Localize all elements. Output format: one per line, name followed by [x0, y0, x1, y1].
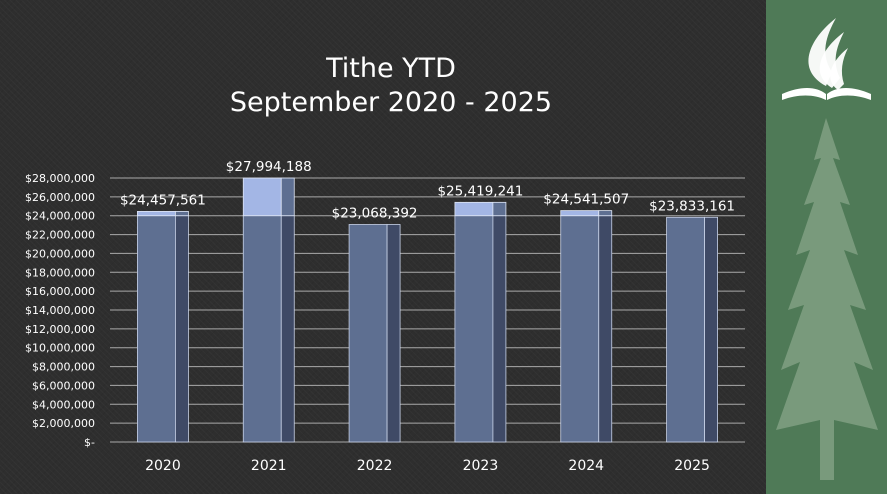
- y-tick-label: $12,000,000: [25, 323, 95, 336]
- bars: [137, 177, 718, 443]
- x-tick-label: 2023: [463, 458, 499, 474]
- bar: [560, 210, 613, 443]
- data-labels: $24,457,561 $27,994,188 $23,068,392 $25,419…: [120, 159, 735, 221]
- data-label: $23,068,392: [332, 205, 418, 221]
- bar-side: [386, 224, 401, 443]
- y-tick-label: $10,000,000: [25, 342, 95, 355]
- data-label: $25,419,241: [437, 183, 523, 199]
- bar-chart: $- $2,000,000 $4,000,000 $6,000,000 $8,000,0…: [25, 159, 745, 474]
- y-tick-label: $22,000,000: [25, 229, 95, 242]
- bar-top-highlight: [560, 210, 600, 217]
- data-label: $24,457,561: [120, 192, 206, 208]
- gridlines: [110, 177, 745, 443]
- data-label: $24,541,507: [543, 192, 629, 208]
- x-tick-label: 2022: [357, 458, 393, 474]
- y-tick-label: $28,000,000: [25, 172, 95, 185]
- bar-top-highlight: [242, 177, 282, 217]
- bar-side: [280, 215, 295, 443]
- bar-front: [137, 215, 176, 443]
- chart-title: Tithe YTD September 2020 - 2025: [0, 52, 782, 120]
- bar-side: [175, 215, 189, 443]
- y-axis-tick-labels: $- $2,000,000 $4,000,000 $6,000,000 $8,000,0…: [25, 172, 95, 449]
- pine-tree-icon: [776, 118, 878, 480]
- bar-side: [492, 215, 507, 443]
- y-tick-label: $6,000,000: [32, 379, 95, 392]
- bar-front: [242, 215, 282, 443]
- y-tick-label: $18,000,000: [25, 266, 95, 279]
- bar-front: [454, 215, 494, 443]
- x-tick-label: 2021: [251, 458, 287, 474]
- bar-front: [666, 216, 705, 443]
- bar-front: [560, 215, 600, 443]
- bar-top-highlight: [454, 201, 494, 217]
- adventist-flame-bible-logo: [782, 18, 871, 100]
- x-tick-label: 2020: [145, 458, 181, 474]
- y-tick-label: $20,000,000: [25, 247, 95, 260]
- y-tick-label: $4,000,000: [32, 398, 95, 411]
- x-tick-label: 2024: [568, 458, 604, 474]
- y-tick-label: $-: [84, 436, 95, 449]
- y-tick-label: $8,000,000: [32, 361, 95, 374]
- x-axis-tick-labels: 2020 2021 2022 2023 2024 2025: [145, 458, 710, 474]
- bar-top-highlight: [137, 211, 176, 217]
- bar-top-side: [175, 211, 189, 217]
- chart-title-line1: Tithe YTD: [326, 53, 456, 84]
- x-tick-label: 2025: [674, 458, 710, 474]
- bar: [242, 177, 295, 443]
- bar: [137, 211, 189, 443]
- y-tick-label: $14,000,000: [25, 304, 95, 317]
- y-tick-label: $26,000,000: [25, 191, 95, 204]
- chart-title-line2: September 2020 - 2025: [229, 87, 553, 118]
- bar: [348, 224, 401, 443]
- bar-top-side: [598, 210, 613, 217]
- y-tick-label: $2,000,000: [32, 417, 95, 430]
- data-label: $27,994,188: [226, 159, 312, 175]
- side-panel: [766, 0, 887, 494]
- bar-top-side: [492, 201, 507, 217]
- bar-side: [704, 216, 718, 443]
- bar-top-side: [280, 177, 295, 217]
- bar: [666, 216, 718, 443]
- bar-side: [598, 215, 613, 443]
- data-label: $23,833,161: [649, 198, 735, 214]
- bar: [454, 201, 507, 443]
- y-tick-label: $24,000,000: [25, 210, 95, 223]
- bar-front: [348, 224, 388, 443]
- y-tick-label: $16,000,000: [25, 285, 95, 298]
